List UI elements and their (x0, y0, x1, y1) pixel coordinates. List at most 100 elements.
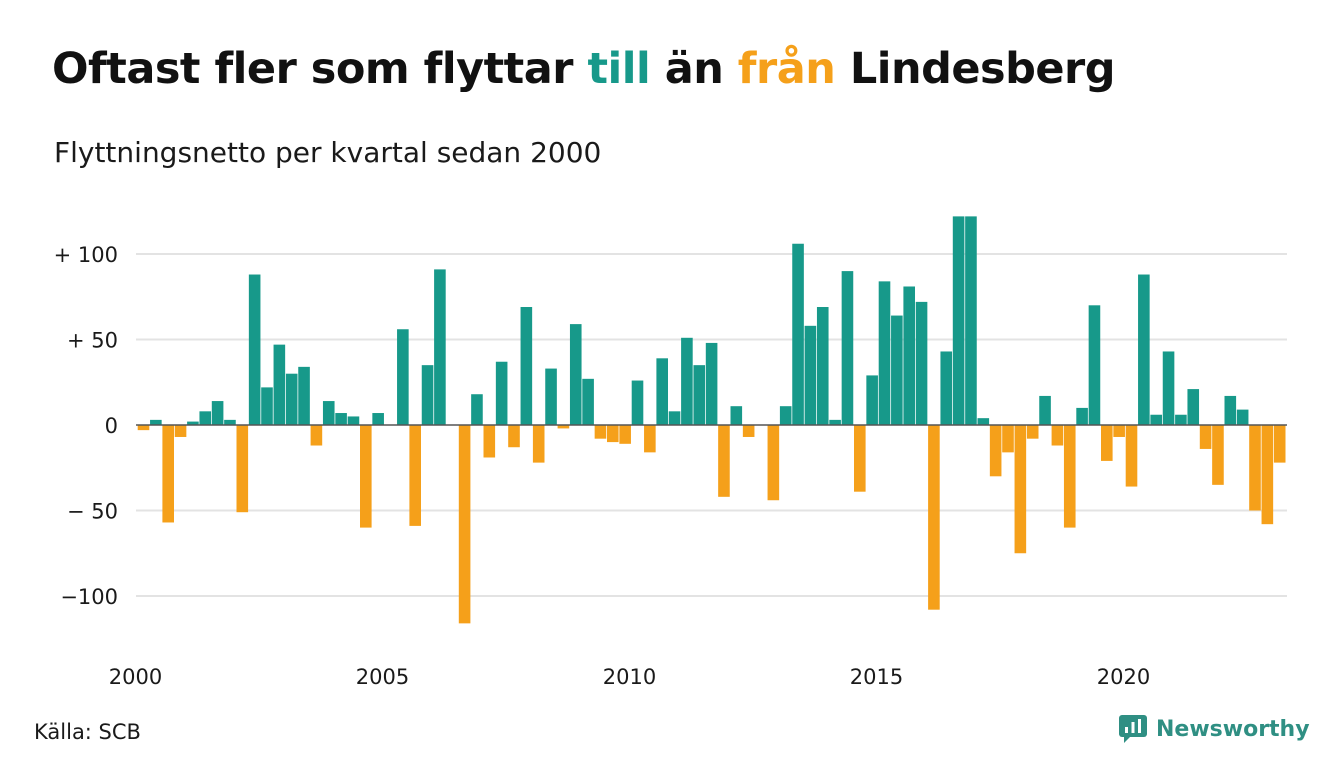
bar-negative (1063, 425, 1076, 528)
bar-positive (1088, 305, 1101, 425)
source-note: Källa: SCB (34, 720, 141, 744)
bar-positive (779, 406, 792, 425)
bar-negative (644, 425, 656, 453)
bar-positive (1224, 395, 1237, 425)
grid-layer (136, 253, 1287, 597)
chart-subtitle: Flyttningsnetto per kvartal sedan 2000 (54, 136, 602, 169)
bar-positive (495, 361, 508, 425)
bar-negative (1101, 425, 1113, 461)
bar-positive (520, 307, 533, 425)
bar-positive (1162, 351, 1175, 425)
x-tick-label: 2005 (356, 665, 409, 689)
bar-negative (1261, 425, 1274, 525)
bar-positive (1175, 414, 1187, 425)
bar-positive (582, 378, 594, 425)
bar-positive (1039, 395, 1051, 425)
bar-positive (224, 419, 236, 425)
bar-positive (693, 365, 706, 425)
bar-negative (1113, 425, 1125, 437)
bar-positive (397, 329, 409, 425)
y-tick-label: −100 (60, 585, 118, 609)
bar-positive (656, 358, 668, 425)
bar-negative (409, 425, 421, 526)
bar-negative (508, 425, 520, 448)
bar-negative (854, 425, 866, 492)
bar-positive (211, 401, 224, 425)
newsworthy-logo-icon (1119, 715, 1147, 743)
bar-negative (1249, 425, 1261, 511)
bar-negative (619, 425, 631, 444)
bar-negative (137, 425, 150, 431)
bar-positive (298, 366, 310, 425)
bar-positive (866, 375, 878, 425)
bar-positive (248, 274, 261, 425)
bar-negative (557, 425, 570, 429)
bar-negative (767, 425, 780, 501)
y-tick-label: − 50 (67, 500, 118, 524)
brand-logo[interactable]: Newsworthy (1118, 714, 1310, 744)
bar-positive (915, 301, 928, 425)
bar-negative (162, 425, 174, 523)
bar-positive (792, 243, 804, 425)
bar-positive (1187, 389, 1200, 425)
bar-positive (965, 216, 977, 425)
bar-negative (594, 425, 607, 439)
title-suffix: Lindesberg (835, 44, 1116, 94)
title-prefix: Oftast fler som flyttar (52, 44, 588, 94)
bar-positive (804, 325, 817, 425)
bar-negative (458, 425, 471, 624)
bar-negative (1051, 425, 1064, 446)
bar-positive (952, 216, 965, 425)
bar-negative (1026, 425, 1039, 439)
bar-positive (285, 373, 298, 425)
bar-positive (421, 365, 434, 425)
x-tick-label: 2015 (850, 665, 903, 689)
bar-negative (607, 425, 619, 443)
bar-positive (434, 269, 446, 425)
chart-title: Oftast fler som flyttar till än från Lin… (52, 44, 1116, 94)
bar-negative (1199, 425, 1212, 449)
bar-positive (335, 413, 347, 425)
bar-negative (1212, 425, 1224, 485)
bar-positive (372, 413, 384, 425)
bars-layer (137, 216, 1286, 624)
bar-positive (903, 286, 915, 425)
bar-positive (545, 368, 557, 425)
bar-negative (236, 425, 249, 513)
bar-positive (273, 344, 286, 425)
bar-negative (310, 425, 323, 446)
bar-negative (1125, 425, 1138, 487)
bar-positive (705, 342, 718, 425)
bar-positive (730, 406, 743, 425)
bar-positive (1076, 407, 1088, 425)
x-tick-label: 2010 (603, 665, 656, 689)
bar-positive (841, 271, 854, 425)
y-tick-label: + 50 (67, 329, 118, 353)
bar-positive (891, 315, 903, 425)
x-tick-label: 2020 (1097, 665, 1150, 689)
bar-positive (631, 380, 644, 425)
title-word-till: till (587, 44, 651, 94)
bar-positive (569, 324, 582, 425)
bar-positive (471, 394, 483, 425)
bar-positive (1138, 274, 1150, 425)
bar-positive (150, 419, 162, 425)
y-tick-label: + 100 (54, 243, 118, 267)
bar-positive (261, 387, 273, 425)
brand-name: Newsworthy (1156, 716, 1310, 742)
bar-positive (977, 418, 990, 425)
bar-positive (1236, 409, 1249, 425)
bar-negative (532, 425, 545, 463)
bar-negative (174, 425, 187, 437)
bar-positive (668, 411, 681, 425)
x-tick-label: 2000 (109, 665, 162, 689)
bar-positive (681, 337, 693, 425)
bar-negative (1273, 425, 1286, 463)
bar-positive (187, 421, 199, 425)
bar-positive (940, 351, 953, 425)
bar-negative (360, 425, 372, 528)
bar-negative (928, 425, 940, 610)
axis-labels-layer: + 100 + 50 0 − 50 −100 2000 2005 2010 2015 2020 (54, 243, 1151, 689)
bar-negative (1002, 425, 1014, 453)
